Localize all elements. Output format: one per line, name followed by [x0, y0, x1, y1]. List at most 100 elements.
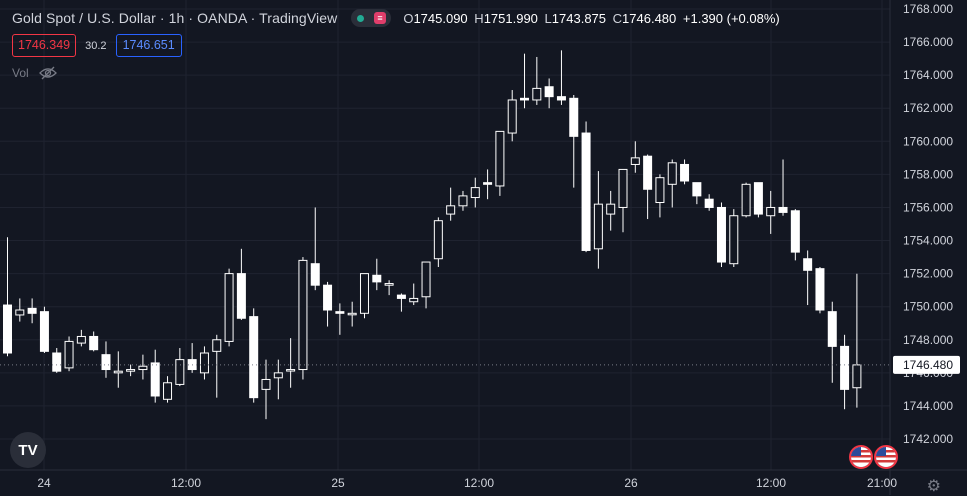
ohlc-values: O1745.090 H1751.990 L1743.875 C1746.480 … — [403, 11, 779, 26]
candles — [3, 50, 862, 420]
candle — [433, 217, 443, 267]
candle — [249, 308, 259, 403]
candle-body-down — [39, 311, 49, 352]
market-status[interactable]: ≡ — [351, 9, 392, 27]
us-flag-event-icon[interactable] — [849, 445, 873, 469]
candle-body-down — [556, 96, 566, 101]
candle — [150, 349, 160, 403]
spread-value: 30.2 — [85, 39, 107, 52]
symbol-title[interactable]: Gold Spot / U.S. Dollar · 1h · OANDA · T… — [12, 10, 338, 26]
time-axis[interactable]: 24 12:00 25 12:00 26 12:00 21:00 — [37, 476, 897, 490]
volume-label[interactable]: Vol — [12, 66, 29, 80]
candle — [89, 331, 99, 352]
price-tick-label: 1742.000 — [903, 432, 953, 446]
candle — [778, 159, 788, 216]
order-panel: 1746.349 30.2 1746.651 — [12, 34, 182, 57]
chart-grid — [0, 0, 890, 470]
price-tick-label: 1760.000 — [903, 134, 953, 148]
candle-body-up — [15, 309, 25, 316]
candle — [396, 293, 406, 312]
candle — [15, 298, 25, 322]
candle-body-down — [323, 284, 333, 311]
candle — [618, 168, 628, 233]
candle — [680, 159, 690, 185]
candle — [556, 50, 566, 105]
candle-body-down — [335, 311, 345, 314]
candle-body-up — [446, 205, 456, 215]
candle — [384, 280, 394, 296]
candle-body-up — [532, 87, 542, 101]
open-label: O — [403, 10, 414, 26]
candle-body-up — [298, 259, 308, 371]
candle — [286, 338, 296, 388]
candle — [163, 376, 173, 403]
candle-body-up — [655, 177, 665, 203]
open-value: 1745.090 — [413, 10, 468, 26]
volume-legend: Vol — [12, 66, 57, 80]
candle — [236, 248, 246, 320]
candle-body-up — [852, 364, 862, 389]
candle-body-up — [138, 365, 148, 371]
candle — [52, 348, 62, 373]
high-label: H — [474, 10, 484, 26]
candle — [310, 207, 320, 291]
buy-button[interactable]: 1746.651 — [115, 34, 182, 57]
candle-body-down — [840, 345, 850, 390]
current-price-label: 1746.480 — [903, 358, 953, 372]
candle — [790, 209, 800, 261]
candle-body-up — [286, 369, 296, 372]
price-tick-label: 1762.000 — [903, 101, 953, 115]
candle — [372, 258, 382, 291]
candle — [667, 159, 677, 208]
candle-body-up — [224, 273, 234, 342]
candle — [741, 182, 751, 218]
candle-body-down — [815, 268, 825, 311]
candle-body-down — [249, 316, 259, 399]
candle-body-down — [753, 182, 763, 215]
candle — [409, 283, 419, 306]
candle-body-down — [27, 307, 37, 314]
candle-body-up — [76, 335, 86, 344]
candle-body-up — [495, 130, 505, 187]
candle — [630, 141, 640, 173]
candle-body-down — [236, 273, 246, 319]
candle-body-down — [778, 206, 788, 213]
candle — [212, 334, 222, 398]
candle-body-up — [126, 369, 136, 372]
candle — [827, 301, 837, 383]
candle-body-down — [396, 294, 406, 299]
settings-gear-icon[interactable]: ⚙ — [926, 478, 941, 495]
price-change: +1.390 (+0.08%) — [682, 10, 780, 26]
eye-off-icon[interactable] — [38, 66, 57, 80]
candle-body-down — [150, 362, 160, 397]
candle — [421, 261, 431, 309]
candle — [27, 298, 37, 324]
price-axis[interactable]: 1768.000 1766.000 1764.000 1762.000 1760.000… — [903, 2, 953, 446]
candle-body-up — [470, 187, 480, 199]
market-menu-icon: ≡ — [374, 12, 387, 24]
candle — [126, 364, 136, 377]
candle-body-up — [421, 261, 431, 298]
sell-button[interactable]: 1746.349 — [12, 34, 77, 57]
tradingview-logo[interactable]: TV — [10, 432, 46, 468]
us-flag-event-icon[interactable] — [874, 445, 898, 469]
time-tick-label: 26 — [624, 476, 638, 490]
candle-body-up — [593, 203, 603, 250]
candle-body-up — [199, 352, 209, 374]
candle — [544, 78, 554, 109]
candle — [495, 130, 505, 196]
close-label: C — [612, 10, 623, 26]
candle-body-down — [52, 352, 62, 372]
candle-body-up — [175, 359, 185, 385]
price-tick-label: 1754.000 — [903, 234, 953, 248]
candle-body-down — [680, 163, 690, 182]
candle — [224, 268, 234, 347]
candle — [716, 202, 726, 267]
time-tick-label: 12:00 — [464, 476, 494, 490]
candle — [815, 267, 825, 314]
candle-body-up — [113, 370, 123, 374]
time-tick-label: 12:00 — [171, 476, 201, 490]
price-tick-label: 1764.000 — [903, 68, 953, 82]
